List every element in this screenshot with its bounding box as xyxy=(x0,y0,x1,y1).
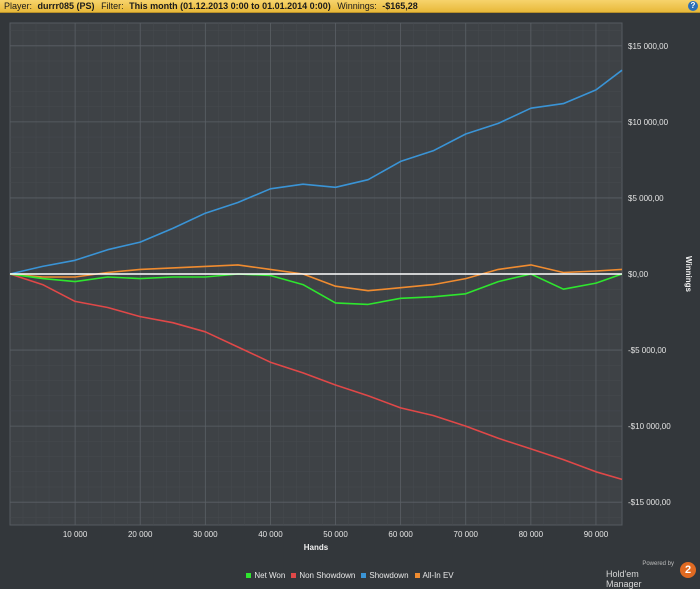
series-line-net-won xyxy=(9,273,623,306)
x-tick-label: 20 000 xyxy=(128,530,153,539)
x-tick-label: 90 000 xyxy=(584,530,609,539)
x-axis-ticks: 10 000 20 000 30 000 40 000 50 000 60 000 70 0… xyxy=(63,530,609,539)
filter-label: Filter: xyxy=(101,1,124,11)
y-tick-label: -$5 000,00 xyxy=(628,346,667,355)
series-line-non-showdown xyxy=(9,273,623,481)
winnings-graph: 10 000 20 000 30 000 40 000 50 000 60 000 70 0… xyxy=(9,22,693,552)
winnings-value: -$165,28 xyxy=(382,1,418,11)
brand-name: Hold'em Manager xyxy=(606,569,642,589)
filter-value[interactable]: This month (01.12.2013 0:00 to 01.01.201… xyxy=(129,1,331,11)
legend-swatch xyxy=(246,573,252,579)
player-label: Player: xyxy=(4,1,33,11)
legend-swatch xyxy=(361,573,367,579)
series-line-all-in-ev xyxy=(9,264,623,292)
legend-item[interactable]: Net Won xyxy=(246,569,285,583)
powered-by-label: Powered by xyxy=(642,561,674,567)
y-tick-label: $10 000,00 xyxy=(628,118,669,127)
help-icon[interactable]: ? xyxy=(688,1,698,11)
legend-label: Showdown xyxy=(369,571,409,580)
x-tick-label: 40 000 xyxy=(258,530,283,539)
series-lines xyxy=(9,69,623,481)
legend-item[interactable]: Non Showdown xyxy=(291,569,355,583)
legend-label: Non Showdown xyxy=(299,571,356,580)
x-axis-title: Hands xyxy=(304,543,329,552)
y-axis-title: Winnings xyxy=(684,256,693,292)
x-tick-label: 80 000 xyxy=(519,530,544,539)
x-tick-label: 10 000 xyxy=(63,530,88,539)
legend-item[interactable]: Showdown xyxy=(361,569,409,583)
y-tick-label: $15 000,00 xyxy=(628,42,669,51)
legend-label: Net Won xyxy=(254,571,286,580)
legend-label: All-In EV xyxy=(422,571,454,580)
legend-swatch xyxy=(414,573,420,579)
y-tick-label: -$10 000,00 xyxy=(628,422,671,431)
legend-item[interactable]: All-In EV xyxy=(414,569,454,583)
hem2-logo-icon: 2 xyxy=(680,562,696,578)
winnings-label: Winnings: xyxy=(337,1,377,11)
x-tick-label: 70 000 xyxy=(454,530,479,539)
brand-logo: Powered by Hold'em Manager 2 xyxy=(606,560,696,589)
filter-bar: Player: durrr085 (PS) Filter: This month… xyxy=(0,0,700,13)
y-tick-label: $5 000,00 xyxy=(628,194,664,203)
y-axis-ticks: $15 000,00 $10 000,00 $5 000,00 $0,00 -$5 00… xyxy=(628,42,671,507)
y-tick-label: -$15 000,00 xyxy=(628,498,671,507)
x-tick-label: 50 000 xyxy=(323,530,348,539)
player-value[interactable]: durrr085 (PS) xyxy=(37,1,95,11)
series-line-showdown xyxy=(9,69,623,275)
x-tick-label: 30 000 xyxy=(193,530,218,539)
x-tick-label: 60 000 xyxy=(388,530,413,539)
chart-legend: Net Won Non Showdown Showdown All-In EV xyxy=(0,569,700,583)
y-tick-label: $0,00 xyxy=(628,270,649,279)
legend-swatch xyxy=(291,573,297,579)
